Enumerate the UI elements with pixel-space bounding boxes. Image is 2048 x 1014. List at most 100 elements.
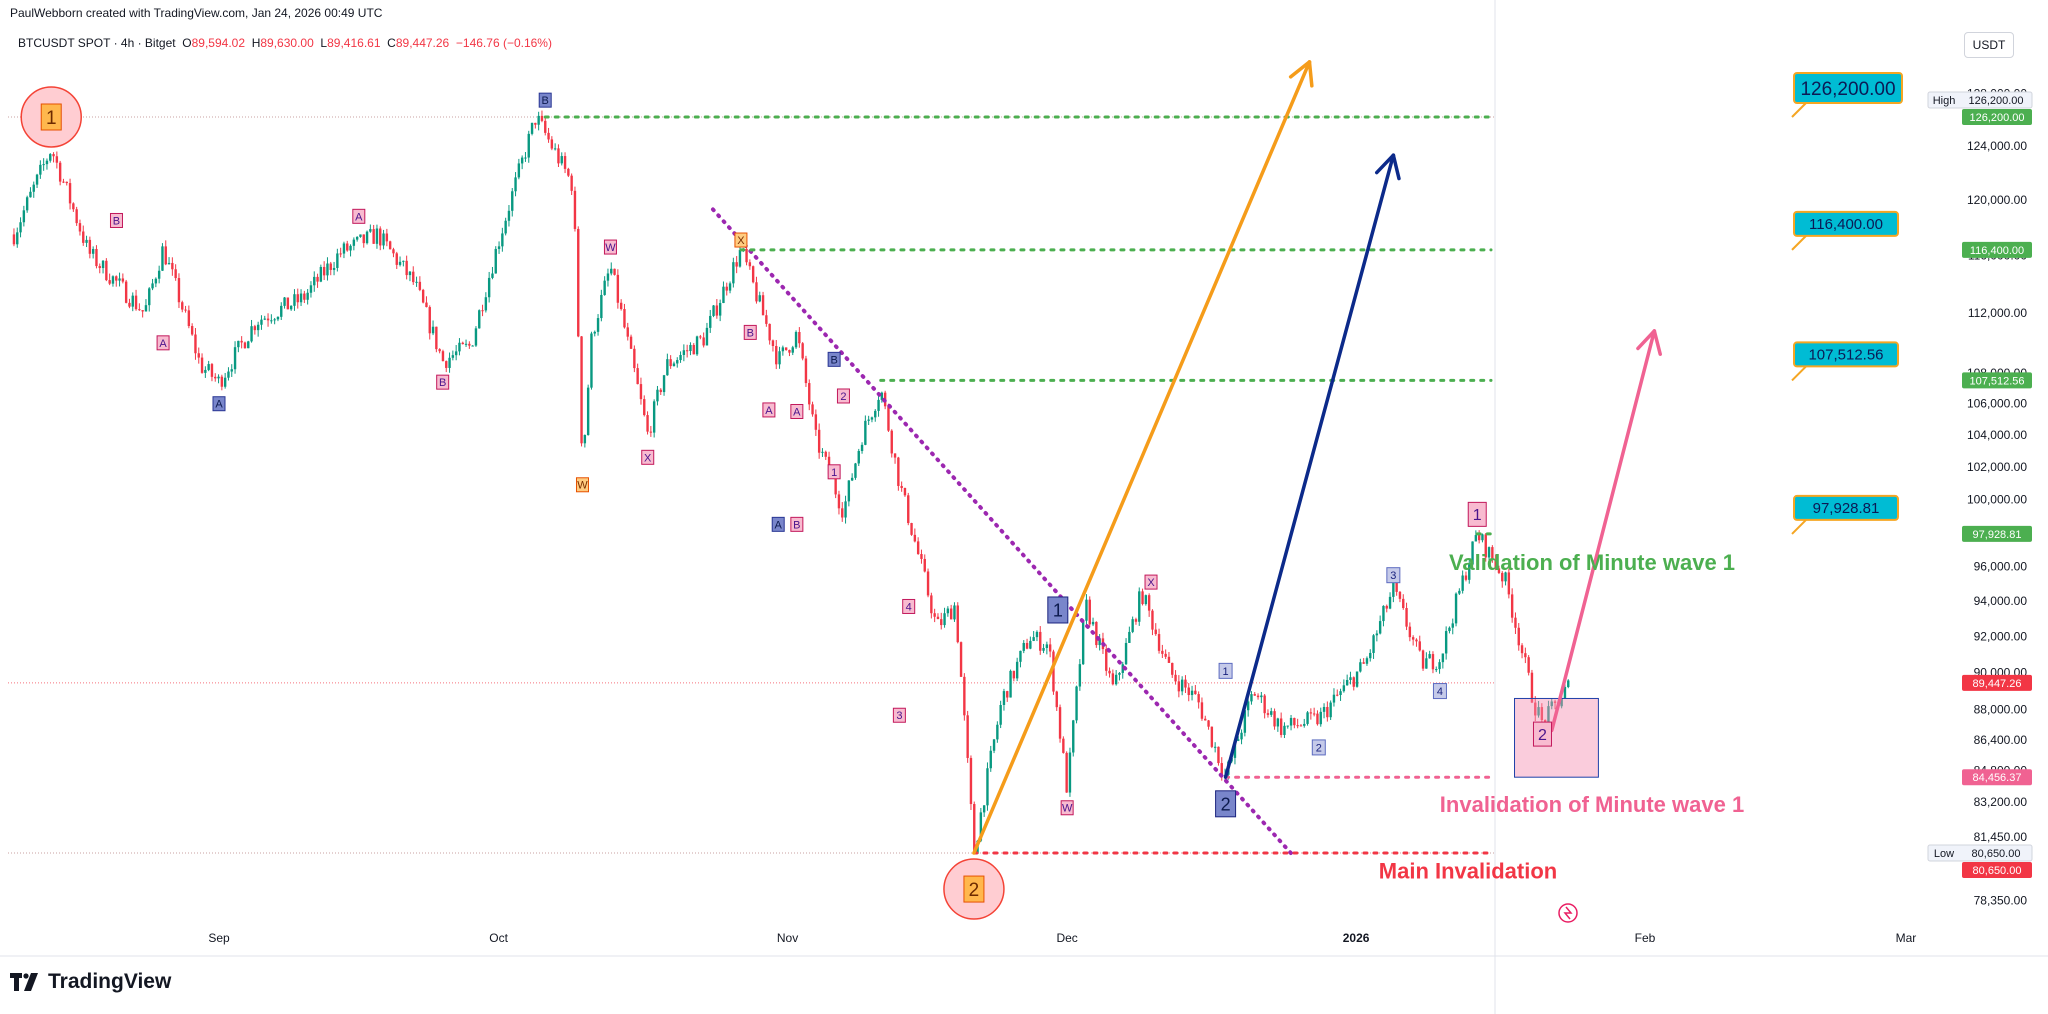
- candle-body: [138, 309, 141, 311]
- candle-body: [550, 139, 554, 149]
- candle-body: [1388, 596, 1392, 609]
- candle-body: [709, 315, 712, 328]
- candle-body: [1266, 713, 1270, 715]
- wave-label-text: W: [605, 242, 616, 254]
- candle-body: [725, 286, 728, 291]
- candle-body: [913, 534, 917, 542]
- candle-body: [537, 115, 540, 125]
- candle-body: [616, 274, 620, 303]
- candle-body: [1537, 707, 1540, 716]
- candle-body: [105, 260, 108, 281]
- candle-body: [458, 342, 461, 352]
- candle-body: [534, 122, 537, 125]
- candle-body: [296, 294, 299, 303]
- candle-body: [346, 243, 349, 251]
- candle-body: [1329, 702, 1332, 718]
- symbol-name[interactable]: BTCUSDT SPOT · 4h · Bitget: [18, 36, 176, 50]
- candle-body: [1286, 725, 1289, 727]
- candle-body: [1369, 652, 1372, 659]
- symbol-legend: BTCUSDT SPOT · 4h · Bitget O89,594.02 H8…: [18, 36, 552, 50]
- candle-body: [1418, 641, 1421, 651]
- candle-body: [98, 266, 101, 269]
- wave-label-text: A: [793, 406, 801, 418]
- wave-label-box: [156, 335, 170, 351]
- candle-body: [662, 375, 666, 393]
- candle-body: [355, 236, 359, 240]
- candle-body: [893, 453, 897, 458]
- candle-body: [1022, 642, 1025, 651]
- candle-body: [1263, 695, 1266, 714]
- candle-body: [1431, 654, 1435, 670]
- wave-label-text: A: [355, 211, 363, 223]
- candle-body: [1385, 605, 1388, 609]
- candle-body: [973, 804, 976, 854]
- candle-body: [989, 750, 992, 769]
- candle-body: [1504, 572, 1507, 582]
- candle-body: [626, 327, 629, 337]
- candle-body: [1058, 707, 1062, 739]
- wave-label-text: B: [542, 95, 549, 107]
- wave-label-box: [827, 351, 841, 367]
- candle-body: [1045, 644, 1049, 648]
- candle-body: [266, 318, 270, 321]
- candle-body: [1507, 572, 1511, 595]
- lightning-icon: [1563, 906, 1573, 920]
- tradingview-brand[interactable]: TradingView: [10, 970, 171, 994]
- candle-body: [78, 223, 82, 232]
- candle-body: [1448, 627, 1451, 632]
- currency-button[interactable]: USDT: [1964, 32, 2014, 58]
- candle-body: [775, 346, 778, 365]
- open-label: O: [182, 36, 192, 50]
- candle-body: [1194, 690, 1197, 695]
- candle-body: [121, 278, 125, 282]
- candle-body: [1131, 619, 1134, 632]
- hl-tag-label: High: [1933, 95, 1956, 107]
- candle-body: [1471, 541, 1474, 565]
- candle-body: [1253, 694, 1256, 696]
- candle-body: [39, 164, 42, 175]
- candle-body: [131, 295, 134, 307]
- candle-body: [887, 406, 890, 431]
- candle-body: [656, 389, 659, 402]
- candle-body: [857, 450, 860, 464]
- candle-body: [933, 613, 936, 617]
- candle-body: [860, 444, 864, 451]
- candle-body: [388, 241, 392, 250]
- candle-body: [164, 246, 167, 265]
- wave-label-box: [603, 239, 617, 255]
- wave-label-text: 1: [1053, 600, 1063, 620]
- candle-body: [1144, 595, 1148, 605]
- candle-body: [557, 148, 560, 164]
- candle-body: [22, 210, 26, 223]
- wave-label-box: [40, 103, 62, 131]
- candle-body: [1524, 653, 1527, 658]
- candle-body: [1174, 674, 1177, 682]
- candle-body: [461, 342, 464, 345]
- candle-body: [1477, 535, 1481, 541]
- candle-body: [491, 273, 494, 278]
- candle-body: [58, 162, 62, 182]
- candle-body: [563, 156, 567, 169]
- candle-body: [755, 282, 758, 302]
- candle-body: [161, 246, 164, 271]
- candle-body: [1134, 619, 1138, 622]
- low-value: 89,416.61: [327, 36, 381, 50]
- candle-body: [1451, 623, 1454, 628]
- price-axis-tag: [1962, 525, 2032, 542]
- candle-body: [171, 262, 174, 270]
- candle-body: [1474, 535, 1478, 542]
- candle-body: [1256, 695, 1260, 698]
- candle-body: [1072, 720, 1075, 753]
- candle-body: [788, 349, 791, 353]
- candle-body: [1009, 670, 1012, 698]
- candle-body: [1289, 717, 1293, 726]
- candle-body: [1062, 738, 1065, 753]
- wave-label-text: 1: [1473, 507, 1482, 524]
- candle-body: [1098, 638, 1101, 646]
- candle-body: [494, 248, 497, 274]
- candle-body: [593, 331, 596, 334]
- candle-body: [62, 181, 65, 183]
- candle-body: [1177, 681, 1181, 692]
- price-axis-tag: [1962, 109, 2032, 125]
